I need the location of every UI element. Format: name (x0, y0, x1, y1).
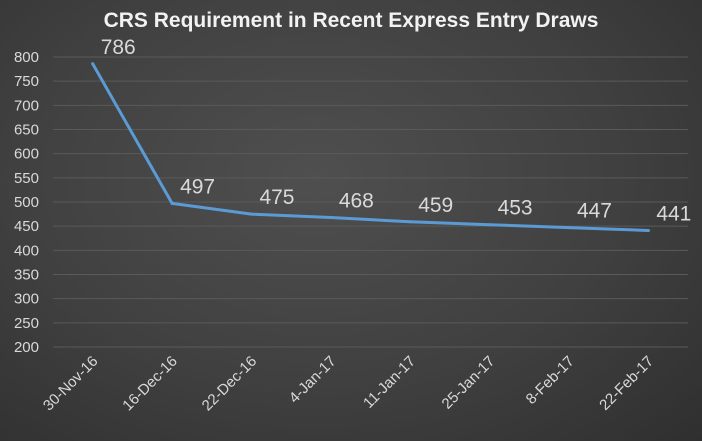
y-tick-label: 350 (14, 267, 39, 284)
data-point (646, 229, 650, 233)
y-tick-label: 650 (14, 122, 39, 139)
data-point (91, 62, 95, 66)
y-tick-label: 500 (14, 194, 39, 211)
y-tick-label: 750 (14, 73, 39, 90)
data-point (488, 223, 492, 227)
data-label: 441 (656, 203, 691, 226)
x-tick-label: 25-Jan-17 (439, 353, 499, 413)
data-point (170, 201, 174, 205)
x-tick-label: 16-Dec-16 (119, 353, 181, 415)
data-label: 475 (259, 186, 294, 209)
series-line (91, 62, 650, 232)
x-tick-label: 22-Feb-17 (596, 353, 657, 414)
x-tick-label: 4-Jan-17 (286, 353, 340, 407)
data-point (567, 226, 571, 230)
y-tick-label: 300 (14, 291, 39, 308)
data-label: 447 (577, 200, 612, 223)
x-tick-label: 8-Feb-17 (523, 353, 578, 408)
data-point (329, 215, 333, 219)
x-tick-label: 11-Jan-17 (360, 353, 419, 412)
data-label: 468 (339, 189, 374, 212)
data-label: 459 (418, 194, 453, 217)
y-tick-label: 250 (14, 315, 39, 332)
y-tick-label: 450 (14, 218, 39, 235)
data-label: 786 (101, 36, 136, 59)
y-tick-label: 200 (14, 339, 39, 356)
y-tick-label: 700 (14, 97, 39, 114)
x-tick-label: 22-Dec-16 (199, 353, 261, 415)
y-tick-label: 800 (14, 49, 39, 66)
x-tick-label: 30-Nov-16 (40, 353, 102, 415)
data-point (408, 220, 412, 224)
y-tick-label: 600 (14, 146, 39, 163)
data-label: 497 (180, 175, 215, 198)
chart-title: CRS Requirement in Recent Express Entry … (103, 9, 599, 32)
y-tick-label: 400 (14, 242, 39, 259)
y-tick-label: 550 (14, 170, 39, 187)
data-label: 453 (498, 197, 533, 220)
data-point (249, 212, 253, 216)
